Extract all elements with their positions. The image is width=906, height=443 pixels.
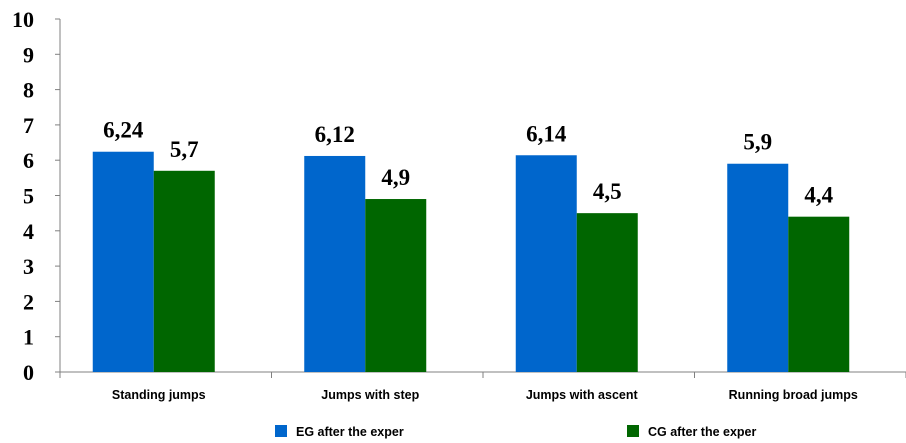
y-tick-label: 0 bbox=[23, 360, 34, 385]
y-tick-label: 2 bbox=[23, 289, 34, 314]
legend: EG after the exper CG after the exper bbox=[275, 425, 757, 439]
y-axis: 0 1 2 3 4 5 6 7 8 9 10 bbox=[12, 7, 61, 385]
category-label: Standing jumps bbox=[112, 388, 206, 402]
bar-eg-0 bbox=[92, 151, 154, 372]
bar-cg-0 bbox=[153, 170, 215, 372]
legend-label: EG after the exper bbox=[296, 425, 404, 439]
bar-eg-3 bbox=[727, 163, 789, 372]
data-label: 5,7 bbox=[170, 137, 199, 162]
data-label: 6,24 bbox=[103, 118, 144, 143]
bar-cg-3 bbox=[788, 216, 850, 372]
bars bbox=[92, 151, 850, 372]
data-label: 4,9 bbox=[381, 165, 410, 190]
y-tick-label: 6 bbox=[23, 148, 34, 173]
data-label: 5,9 bbox=[743, 130, 772, 155]
legend-swatch bbox=[627, 425, 639, 437]
bar-cg-1 bbox=[365, 199, 427, 372]
bar-eg-1 bbox=[304, 155, 366, 372]
data-label: 4,4 bbox=[804, 183, 833, 208]
bar-eg-2 bbox=[515, 155, 577, 372]
legend-swatch bbox=[275, 425, 287, 437]
bar-cg-2 bbox=[576, 213, 638, 372]
y-tick-label: 9 bbox=[23, 42, 34, 67]
data-label: 6,12 bbox=[315, 122, 355, 147]
y-tick-label: 4 bbox=[23, 219, 34, 244]
data-label: 4,5 bbox=[593, 179, 622, 204]
x-axis bbox=[59, 371, 906, 378]
category-label: Running broad jumps bbox=[729, 388, 858, 402]
y-tick-label: 8 bbox=[23, 78, 34, 103]
y-tick-label: 3 bbox=[23, 254, 34, 279]
y-tick-label: 10 bbox=[12, 7, 34, 32]
category-labels: Standing jumps Jumps with step Jumps with … bbox=[112, 388, 858, 402]
data-labels: 6,24 5,7 6,12 4,9 6,14 4,5 5,9 4,4 bbox=[103, 118, 834, 208]
data-label: 6,14 bbox=[526, 121, 567, 146]
y-tick-label: 1 bbox=[23, 325, 34, 350]
category-label: Jumps with ascent bbox=[526, 388, 639, 402]
y-tick-label: 7 bbox=[23, 113, 34, 138]
y-tick-label: 5 bbox=[23, 184, 34, 209]
legend-label: CG after the exper bbox=[648, 425, 757, 439]
category-label: Jumps with step bbox=[321, 388, 419, 402]
